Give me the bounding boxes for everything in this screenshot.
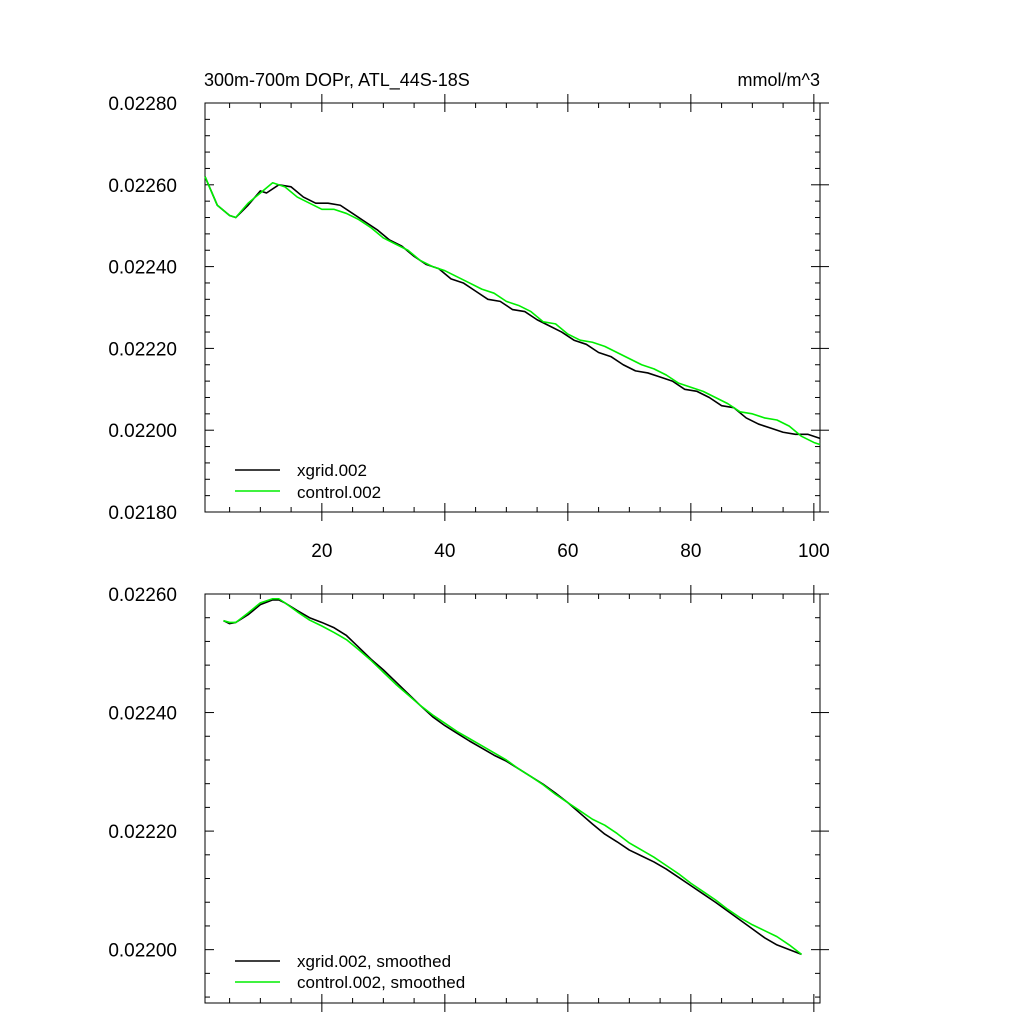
y-tick-label: 0.02220 — [108, 339, 177, 360]
legend-label-xgrid: xgrid.002 — [297, 461, 367, 480]
series-lines — [223, 597, 803, 956]
top-panel: 300m-700m DOPr, ATL_44S-18S mmol/m^3 20 4… — [108, 70, 829, 562]
tick-labels: 20 40 60 80 100 0.02180 0.02200 0.02220 0.02240 0… — [108, 94, 829, 562]
tick-marks — [205, 585, 829, 1012]
plot-frame — [204, 593, 821, 1004]
series-lines — [204, 176, 821, 446]
y-tick-label: 0.02260 — [108, 176, 177, 197]
y-tick-label: 0.02280 — [108, 94, 177, 115]
y-tick-label: 0.02200 — [108, 421, 177, 442]
x-tick-label: 20 — [311, 541, 332, 562]
legend-label-xgrid-smoothed: xgrid.002, smoothed — [297, 952, 451, 971]
y-tick-label: 0.02200 — [108, 941, 177, 962]
legend: xgrid.002 control.002 — [235, 461, 381, 502]
legend-label-control: control.002 — [297, 483, 381, 502]
chart-title: 300m-700m DOPr, ATL_44S-18S — [204, 70, 470, 91]
bottom-panel: 0.02200 0.02220 0.02240 0.02260 xgrid.002, … — [108, 585, 829, 1012]
tick-labels: 0.02200 0.02220 0.02240 0.02260 — [108, 585, 177, 962]
x-tick-label: 60 — [557, 541, 578, 562]
legend-label-control-smoothed: control.002, smoothed — [297, 973, 465, 992]
series-line-xgrid — [223, 599, 802, 956]
y-tick-label: 0.02260 — [108, 585, 177, 606]
y-tick-label: 0.02220 — [108, 822, 177, 843]
y-tick-label: 0.02240 — [108, 258, 177, 279]
series-line-control — [223, 597, 803, 956]
tick-marks — [205, 94, 829, 521]
units-label: mmol/m^3 — [738, 70, 820, 90]
series-line-control — [204, 176, 821, 446]
x-tick-label: 40 — [434, 541, 455, 562]
x-tick-label: 100 — [798, 541, 830, 562]
series-line-xgrid — [204, 176, 821, 440]
y-tick-label: 0.02240 — [108, 704, 177, 725]
y-tick-label: 0.02180 — [108, 503, 177, 524]
x-tick-label: 80 — [680, 541, 701, 562]
legend: xgrid.002, smoothed control.002, smoothe… — [235, 952, 465, 992]
plot-frame — [204, 102, 821, 513]
